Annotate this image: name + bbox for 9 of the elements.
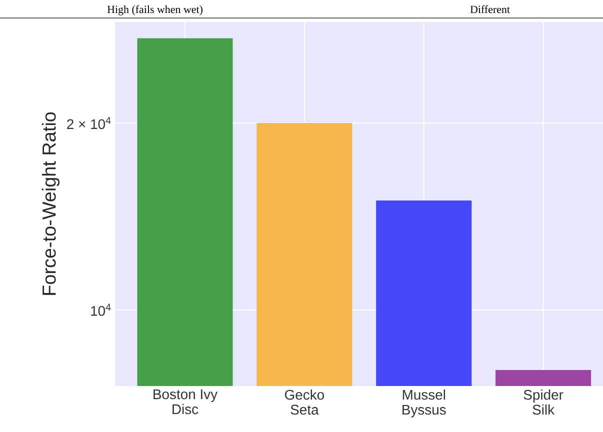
y-axis-title: Force-to-Weight Ratio bbox=[42, 112, 60, 295]
text: Different bbox=[470, 5, 510, 14]
x-tick-label: Spider Silk bbox=[524, 389, 564, 415]
x-tick-label: Mussel Byssus bbox=[402, 389, 446, 418]
x-tick-label: Boston Ivy Disc bbox=[154, 389, 218, 414]
y-tick-label: 10$^{4}$ bbox=[91, 304, 111, 316]
x-tick-label: Gecko Seta bbox=[284, 389, 324, 415]
y-tick-label: 2 × 10$^{4}$ bbox=[67, 117, 111, 130]
text: High (fails when wet) bbox=[107, 5, 202, 16]
